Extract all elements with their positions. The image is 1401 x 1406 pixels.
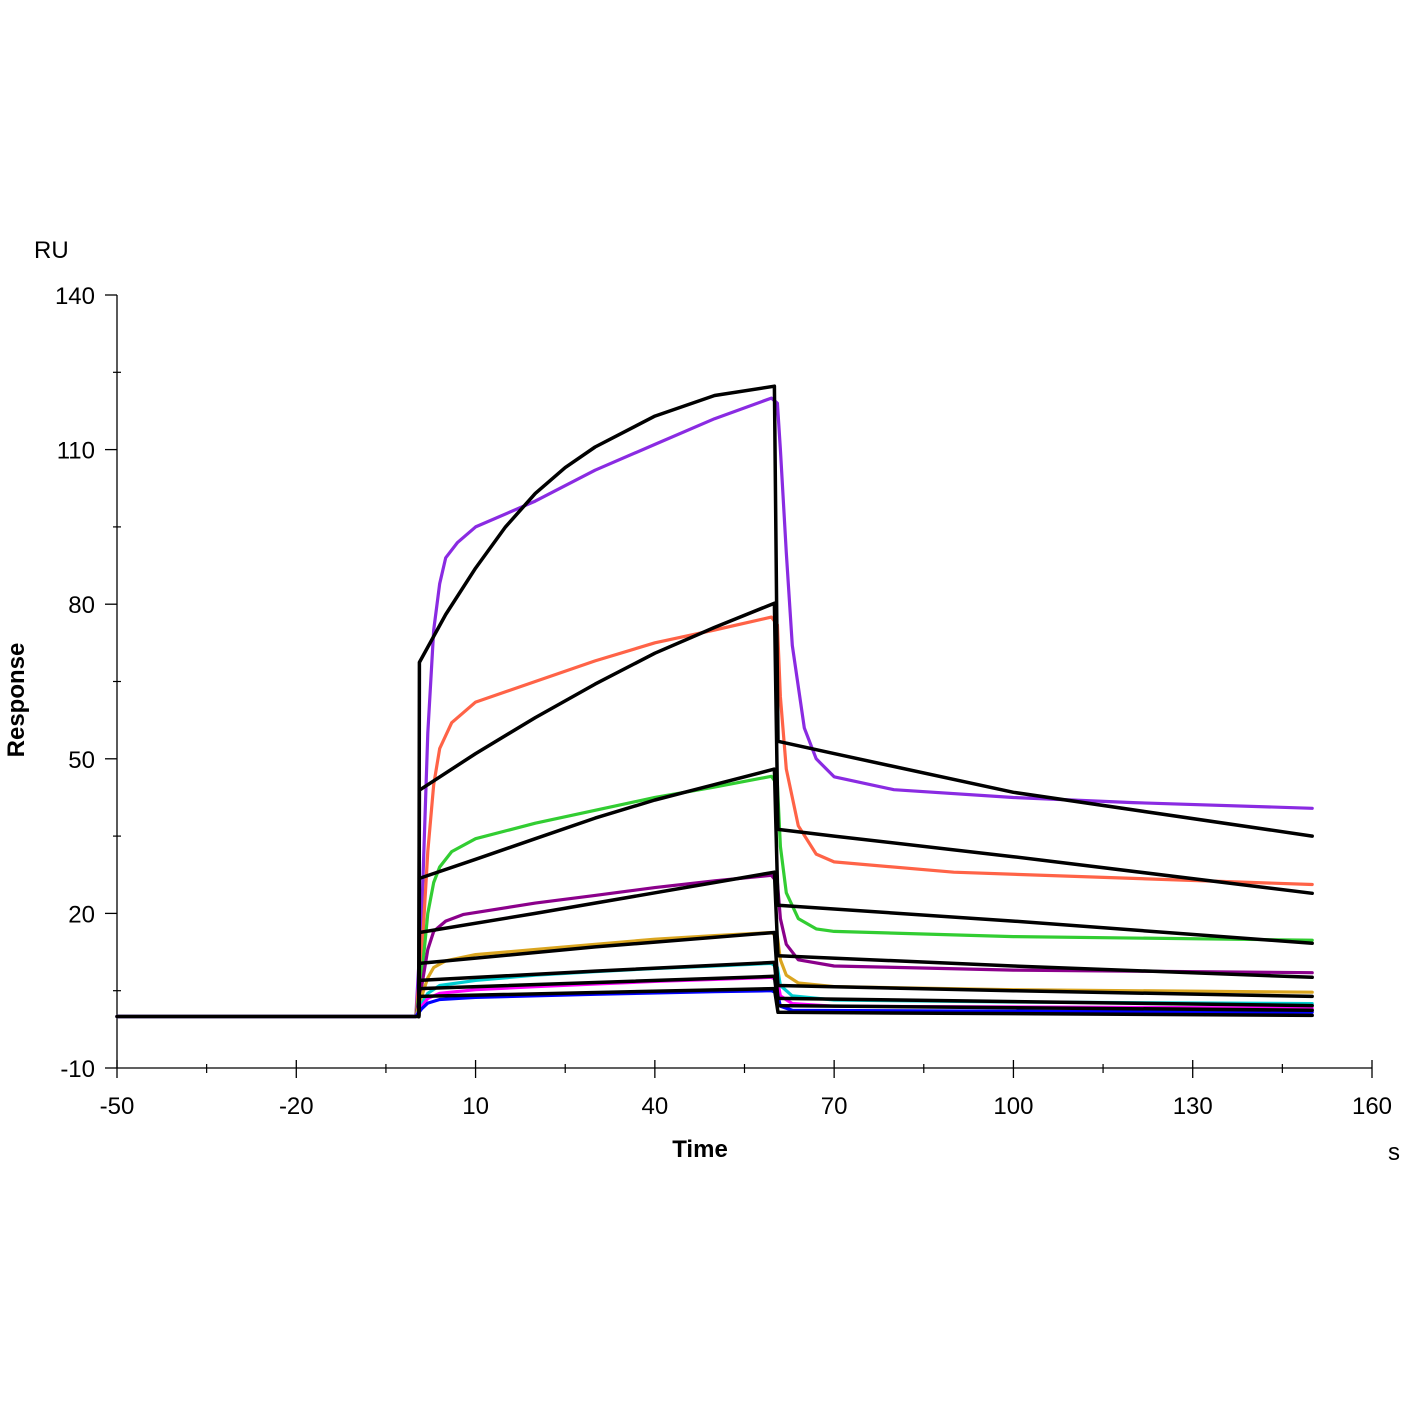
series-line-fit-3 (417, 767, 1314, 1019)
x-axis-title: Time (672, 1136, 728, 1163)
series-line-fit-2 (417, 601, 1314, 1019)
series-group (115, 384, 1314, 1019)
x-tick-label: 160 (1352, 1093, 1392, 1120)
series-line-conc-5 (115, 930, 1314, 1019)
y-tick-label: 80 (68, 592, 95, 619)
x-tick-label: -20 (279, 1093, 314, 1120)
x-tick-label: 10 (462, 1093, 489, 1120)
series-line-fit-1 (115, 384, 1314, 1019)
y-tick-label: -10 (60, 1056, 95, 1083)
y-tick-label: 110 (57, 438, 95, 465)
series-line-conc-1 (115, 396, 1314, 1019)
x-tick-label: -50 (100, 1093, 135, 1120)
series-line-conc-4 (115, 873, 1314, 1019)
axes: -50 -20 10 40 70 100 130 160 -10 20 50 80 110 140 (55, 283, 1392, 1120)
y-tick-label: 50 (68, 747, 95, 774)
x-tick-label: 70 (821, 1093, 848, 1120)
x-tick-label: 100 (993, 1093, 1033, 1120)
series-line-fit-8 (417, 986, 1314, 1019)
y-axis-title: Response (3, 643, 30, 758)
series-line-fit-6 (417, 960, 1314, 1019)
y-unit-label: RU (34, 237, 69, 264)
x-tick-label: 130 (1173, 1093, 1213, 1120)
series-line-conc-2 (115, 615, 1314, 1019)
x-unit-label: s (1388, 1139, 1400, 1166)
x-tick-label: 40 (642, 1093, 669, 1120)
series-line-fit-4 (417, 870, 1314, 1019)
y-tick-label: 140 (55, 283, 95, 310)
series-line-conc-3 (115, 774, 1314, 1019)
y-tick-label: 20 (68, 901, 95, 928)
series-line-fit-5 (417, 930, 1314, 1019)
